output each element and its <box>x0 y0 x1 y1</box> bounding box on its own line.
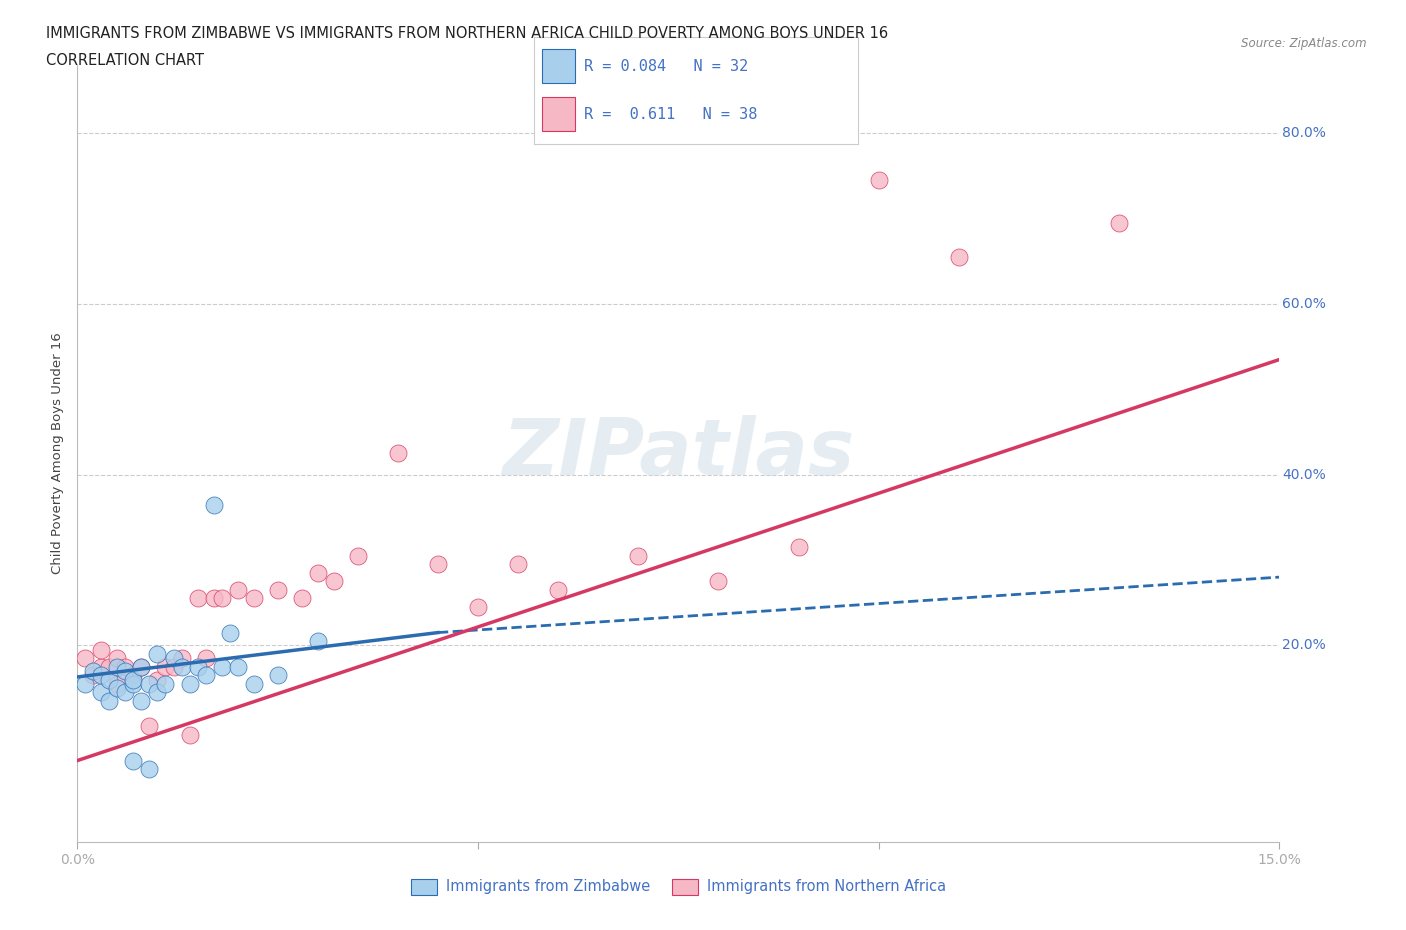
Point <box>131 694 153 709</box>
Point <box>948 249 970 264</box>
Text: 80.0%: 80.0% <box>1282 126 1326 140</box>
Point <box>146 646 169 661</box>
Point <box>387 446 409 461</box>
Point <box>322 574 344 589</box>
Point <box>155 659 177 674</box>
Point <box>122 672 145 687</box>
Point <box>138 719 160 734</box>
Point <box>347 549 370 564</box>
Point <box>122 676 145 691</box>
Point <box>98 659 121 674</box>
Point <box>90 659 112 674</box>
Point <box>155 676 177 691</box>
Point <box>146 672 169 687</box>
Point <box>179 727 201 742</box>
Point <box>170 651 193 666</box>
Text: 40.0%: 40.0% <box>1282 468 1326 482</box>
Point <box>202 591 225 605</box>
Point <box>226 582 249 597</box>
Text: IMMIGRANTS FROM ZIMBABWE VS IMMIGRANTS FROM NORTHERN AFRICA CHILD POVERTY AMONG : IMMIGRANTS FROM ZIMBABWE VS IMMIGRANTS F… <box>46 26 889 41</box>
Point <box>107 659 129 674</box>
Point <box>218 625 240 640</box>
Text: CORRELATION CHART: CORRELATION CHART <box>46 53 204 68</box>
Point <box>194 668 217 683</box>
Point <box>242 591 264 605</box>
Point <box>211 659 233 674</box>
Point <box>131 659 153 674</box>
Point <box>138 676 160 691</box>
Text: R =  0.611   N = 38: R = 0.611 N = 38 <box>585 107 758 122</box>
Point <box>90 684 112 699</box>
Point <box>707 574 730 589</box>
Text: 60.0%: 60.0% <box>1282 297 1326 311</box>
Point <box>82 663 104 678</box>
Point <box>170 659 193 674</box>
Point <box>179 676 201 691</box>
Point <box>162 651 184 666</box>
Point <box>307 565 329 580</box>
Point <box>107 651 129 666</box>
Point <box>226 659 249 674</box>
Point <box>267 582 290 597</box>
Point <box>90 643 112 658</box>
Point <box>114 684 136 699</box>
Point <box>90 668 112 683</box>
Point <box>291 591 314 605</box>
Point <box>114 663 136 678</box>
Bar <box>543 97 575 131</box>
Point <box>75 651 97 666</box>
Point <box>627 549 650 564</box>
Point <box>307 633 329 648</box>
Point <box>75 676 97 691</box>
Point <box>202 498 225 512</box>
Bar <box>543 49 575 83</box>
Point <box>162 659 184 674</box>
Point <box>98 694 121 709</box>
Point <box>114 659 136 674</box>
Point <box>242 676 264 691</box>
Point <box>122 753 145 768</box>
Point <box>107 676 129 691</box>
Point <box>467 600 489 615</box>
Point <box>211 591 233 605</box>
Text: R = 0.084   N = 32: R = 0.084 N = 32 <box>585 59 748 73</box>
Text: 20.0%: 20.0% <box>1282 638 1326 652</box>
Point <box>267 668 290 683</box>
Point <box>547 582 569 597</box>
Text: Source: ZipAtlas.com: Source: ZipAtlas.com <box>1241 37 1367 50</box>
Point <box>194 651 217 666</box>
Point <box>146 684 169 699</box>
Point <box>427 557 450 572</box>
Point <box>186 659 209 674</box>
Legend: Immigrants from Zimbabwe, Immigrants from Northern Africa: Immigrants from Zimbabwe, Immigrants fro… <box>405 872 952 900</box>
Point <box>98 672 121 687</box>
Point <box>787 539 810 554</box>
Y-axis label: Child Poverty Among Boys Under 16: Child Poverty Among Boys Under 16 <box>51 333 65 574</box>
Point <box>107 681 129 696</box>
Point <box>82 668 104 683</box>
Point <box>868 173 890 188</box>
Point <box>131 659 153 674</box>
Point <box>138 762 160 777</box>
Point <box>1108 216 1130 231</box>
Point <box>508 557 530 572</box>
Text: ZIPatlas: ZIPatlas <box>502 416 855 491</box>
Point <box>122 668 145 683</box>
Point <box>186 591 209 605</box>
